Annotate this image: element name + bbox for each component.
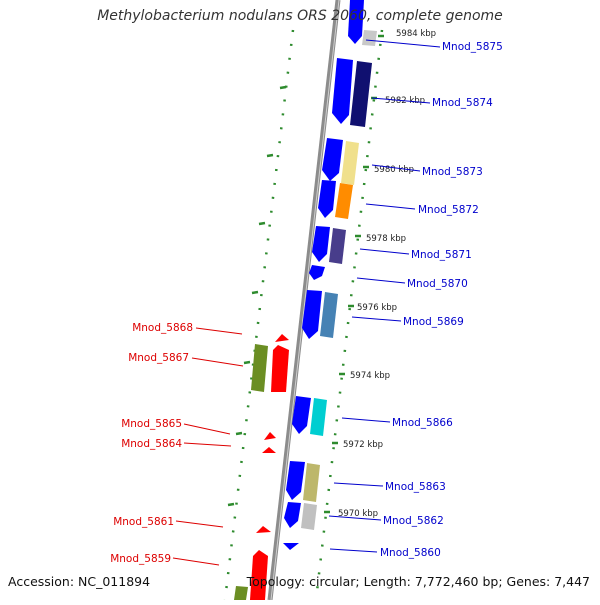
genome-backbone-highlight — [270, 0, 340, 601]
gene-mnod-5869-forward[interactable] — [302, 290, 322, 339]
gene-mnod-5875-forward[interactable] — [348, 0, 364, 44]
reverse-strand-genes — [234, 334, 289, 600]
cog-bar-5875 — [362, 30, 377, 46]
accession-label: Accession: NC_011894 — [8, 574, 151, 589]
gene-mnod-5864-reverse[interactable] — [262, 447, 276, 453]
gene-mnod-5862-forward[interactable] — [284, 502, 301, 528]
tick-label: 5976 kbp — [357, 303, 397, 313]
cog-bar-5859 — [234, 586, 248, 600]
cog-bars — [301, 30, 377, 530]
gene-mnod-5860-forward[interactable] — [283, 543, 299, 550]
gene-label[interactable]: Mnod_5872 — [418, 204, 479, 216]
cog-bar-5867 — [251, 344, 268, 392]
gene-mnod-5865-reverse[interactable] — [264, 432, 276, 440]
gene-label[interactable]: Mnod_5864 — [121, 438, 182, 450]
gene-label[interactable]: Mnod_5867 — [128, 352, 189, 364]
cog-bar-5862 — [301, 503, 317, 530]
gene-mnod-5870-forward[interactable] — [309, 265, 325, 280]
gene-mnod-5863-forward[interactable] — [286, 461, 305, 500]
left-track-ticks — [227, 85, 287, 507]
gene-label[interactable]: Mnod_5863 — [385, 481, 446, 493]
cog-bar-5869 — [320, 292, 338, 338]
cog-bar-5871 — [329, 228, 346, 264]
genome-backbone — [267, 0, 341, 601]
gene-label[interactable]: Mnod_5859 — [110, 553, 171, 565]
gene-label[interactable]: Mnod_5871 — [411, 249, 472, 261]
gene-mnod-5867-reverse[interactable] — [271, 345, 289, 392]
gene-mnod-5872-forward[interactable] — [318, 180, 336, 218]
gene-label[interactable]: Mnod_5870 — [407, 278, 468, 290]
gene-label[interactable]: Mnod_5868 — [132, 322, 193, 334]
gene-mnod-5873-forward[interactable] — [322, 138, 343, 181]
gene-label[interactable]: Mnod_5860 — [380, 547, 441, 559]
gene-mnod-5868-reverse[interactable] — [275, 334, 289, 342]
gene-label[interactable]: Mnod_5873 — [422, 166, 483, 178]
gene-mnod-5859-reverse[interactable] — [250, 550, 268, 600]
cog-bar-5863 — [303, 463, 320, 502]
map-title: Methylobacterium nodulans ORS 2060, comp… — [97, 8, 503, 24]
tick-label: 5978 kbp — [366, 234, 406, 244]
gene-label[interactable]: Mnod_5869 — [403, 316, 464, 328]
forward-gene-labels: Mnod_5875 Mnod_5874 Mnod_5873 Mnod_5872 … — [328, 39, 503, 559]
left-dotted-track — [223, 29, 295, 601]
tick-label: 5984 kbp — [396, 29, 436, 39]
gene-label[interactable]: Mnod_5865 — [121, 418, 182, 430]
tick-label: 5974 kbp — [350, 371, 390, 381]
tick-label: 5972 kbp — [343, 440, 383, 450]
gene-label[interactable]: Mnod_5866 — [392, 417, 453, 429]
tick-label: 5980 kbp — [374, 165, 414, 175]
gene-mnod-5874-forward[interactable] — [332, 58, 353, 124]
forward-strand-genes — [283, 0, 364, 550]
gene-mnod-5871-forward[interactable] — [312, 226, 330, 262]
gene-label[interactable]: Mnod_5874 — [432, 97, 493, 109]
genome-summary: Topology: circular; Length: 7,772,460 bp… — [246, 574, 590, 589]
gene-mnod-5861-reverse[interactable] — [256, 526, 271, 533]
cog-bar-5874 — [350, 61, 372, 127]
gene-label[interactable]: Mnod_5861 — [113, 516, 174, 528]
gene-mnod-5866-forward[interactable] — [292, 396, 311, 434]
cog-bar-5866 — [310, 398, 327, 436]
reverse-gene-labels: Mnod_5868 Mnod_5867 Mnod_5865 Mnod_5864 … — [110, 322, 244, 566]
gene-label[interactable]: Mnod_5875 — [442, 41, 503, 53]
tick-label: 5970 kbp — [338, 509, 378, 519]
cog-bar-5873 — [341, 141, 359, 185]
gene-label[interactable]: Mnod_5862 — [383, 515, 444, 527]
cog-bar-5872 — [335, 183, 353, 219]
